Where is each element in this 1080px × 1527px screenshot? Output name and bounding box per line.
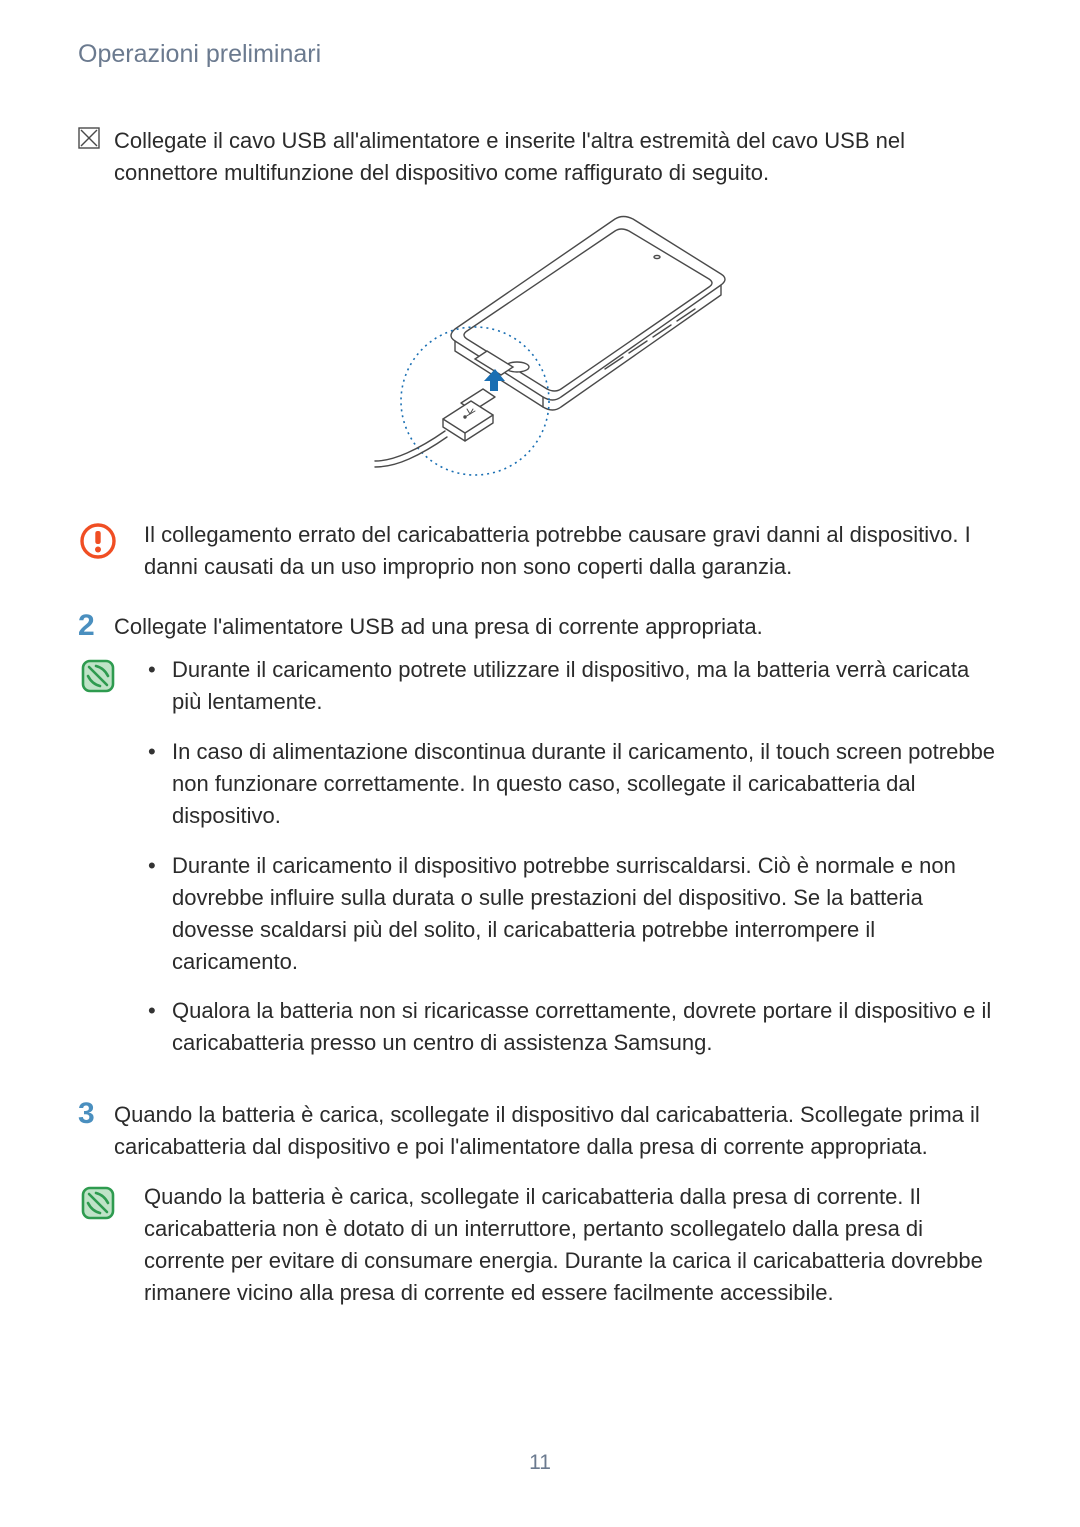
- usb-connection-diagram-wrap: [78, 209, 1002, 479]
- bullet-dot-icon: •: [144, 736, 172, 768]
- tip-note-1-row: • Durante il caricamento potrete utilizz…: [78, 654, 1002, 1077]
- manual-page: Operazioni preliminari Collegate il cavo…: [0, 0, 1080, 1527]
- tip1-bullet-0-text: Durante il caricamento potrete utilizzar…: [172, 654, 1002, 718]
- page-number: 11: [0, 1451, 1080, 1475]
- step-3-marker: 3: [78, 1099, 114, 1129]
- bullet-dot-icon: •: [144, 850, 172, 882]
- tip-icon: [78, 1181, 144, 1223]
- usb-connection-diagram: [345, 209, 735, 479]
- page-header-title: Operazioni preliminari: [78, 40, 1002, 69]
- step-2-text: Collegate l'alimentatore USB ad una pres…: [114, 611, 1002, 643]
- tip1-bullet-0: • Durante il caricamento potrete utilizz…: [144, 654, 1002, 718]
- tip-icon: [78, 654, 144, 696]
- step-1-marker-icon: [78, 125, 114, 149]
- warning-note-row: Il collegamento errato del caricabatteri…: [78, 519, 1002, 583]
- tip-note-1-body: • Durante il caricamento potrete utilizz…: [144, 654, 1002, 1077]
- step-1-text: Collegate il cavo USB all'alimentatore e…: [114, 125, 1002, 189]
- tip1-bullet-2: • Durante il caricamento il dispositivo …: [144, 850, 1002, 978]
- tip-note-2-row: Quando la batteria è carica, scollegate …: [78, 1181, 1002, 1309]
- tip1-bullet-3: • Qualora la batteria non si ricaricasse…: [144, 995, 1002, 1059]
- bullet-dot-icon: •: [144, 995, 172, 1027]
- step-1-row: Collegate il cavo USB all'alimentatore e…: [78, 125, 1002, 189]
- bullet-dot-icon: •: [144, 654, 172, 686]
- tip1-bullet-1: • In caso di alimentazione discontinua d…: [144, 736, 1002, 832]
- step-3-text: Quando la batteria è carica, scollegate …: [114, 1099, 1002, 1163]
- tip-note-2-text: Quando la batteria è carica, scollegate …: [144, 1181, 1002, 1309]
- step-2-row: 2 Collegate l'alimentatore USB ad una pr…: [78, 611, 1002, 643]
- step-2-marker: 2: [78, 611, 114, 641]
- warning-note-text: Il collegamento errato del caricabatteri…: [144, 519, 1002, 583]
- tip1-bullet-1-text: In caso di alimentazione discontinua dur…: [172, 736, 1002, 832]
- tip1-bullet-2-text: Durante il caricamento il dispositivo po…: [172, 850, 1002, 978]
- tip1-bullet-3-text: Qualora la batteria non si ricaricasse c…: [172, 995, 1002, 1059]
- step-3-row: 3 Quando la batteria è carica, scollegat…: [78, 1099, 1002, 1163]
- warning-icon: [78, 519, 144, 561]
